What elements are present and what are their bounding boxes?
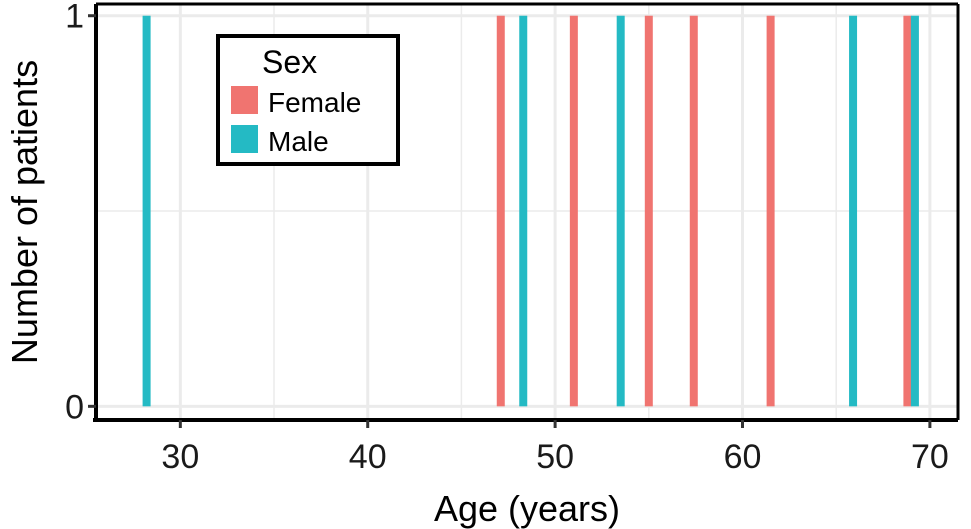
bar-female — [766, 15, 775, 407]
bar-female — [689, 15, 698, 407]
bar-male — [142, 15, 151, 407]
bar-male — [616, 15, 625, 407]
bar-female — [644, 15, 653, 407]
y-tick-label: 1 — [65, 0, 84, 36]
legend-swatch-female — [231, 86, 258, 114]
y-tick-label: 0 — [65, 388, 84, 426]
bar-female — [496, 15, 505, 407]
x-tick-label: 70 — [911, 438, 949, 476]
legend: Sex Female Male — [216, 34, 400, 166]
x-axis-ticks: 30 40 50 60 70 — [161, 420, 949, 476]
x-tick-label: 50 — [536, 438, 574, 476]
bar-male — [910, 15, 919, 407]
x-tick-label: 60 — [724, 438, 762, 476]
x-tick-label: 30 — [161, 438, 199, 476]
y-axis-title: Number of patients — [4, 60, 45, 364]
bar-male — [849, 15, 858, 407]
legend-title: Sex — [262, 44, 317, 80]
bar-male — [519, 15, 528, 407]
x-axis-title: Age (years) — [434, 488, 620, 529]
legend-label-male: Male — [268, 126, 329, 157]
x-tick-label: 40 — [349, 438, 387, 476]
bar-female — [569, 15, 578, 407]
y-axis-ticks: 01 — [65, 0, 96, 426]
legend-swatch-male — [231, 125, 258, 153]
bars — [142, 15, 919, 407]
legend-label-female: Female — [268, 87, 361, 118]
bar-female — [903, 15, 912, 407]
